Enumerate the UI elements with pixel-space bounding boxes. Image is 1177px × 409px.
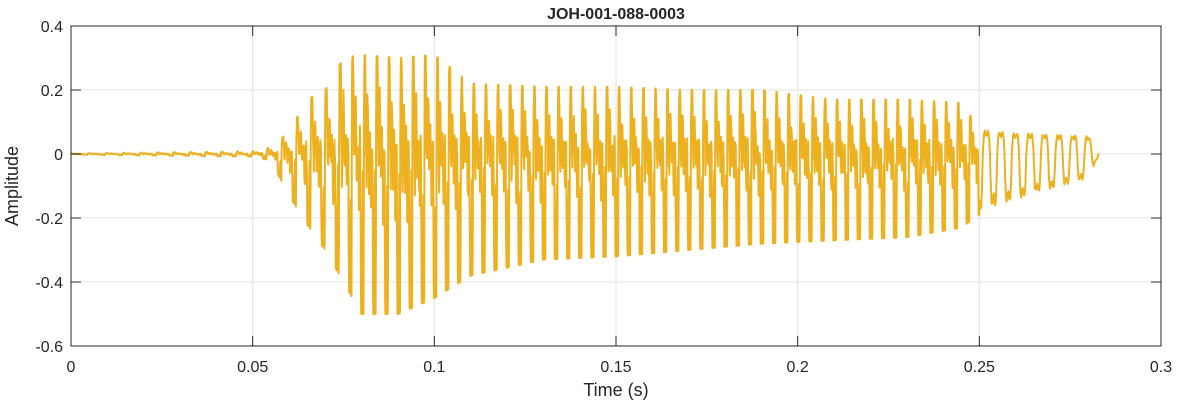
chart-title: JOH-001-088-0003 bbox=[547, 6, 685, 23]
x-tick-label: 0.3 bbox=[1150, 359, 1172, 376]
y-tick-label: -0.4 bbox=[35, 275, 63, 292]
ticks: 0 0.05 0.1 0.15 0.2 0.25 0.3 0.4 0.2 0 -0.2 -0.4 -0.… bbox=[35, 19, 1172, 376]
x-tick-label: 0 bbox=[67, 359, 76, 376]
y-tick-label: -0.6 bbox=[35, 339, 63, 356]
x-tick-label: 0.1 bbox=[423, 359, 445, 376]
waveform-line bbox=[70, 54, 1100, 315]
grid bbox=[70, 25, 1162, 347]
y-tick-label: 0.2 bbox=[41, 83, 63, 100]
y-tick-label: 0.4 bbox=[41, 19, 63, 36]
x-axis-label: Time (s) bbox=[583, 380, 648, 400]
x-tick-label: 0.15 bbox=[600, 359, 631, 376]
series-layer bbox=[70, 54, 1100, 315]
x-tick-label: 0.25 bbox=[964, 359, 995, 376]
x-tick-label: 0.05 bbox=[237, 359, 268, 376]
y-tick-label: -0.2 bbox=[35, 211, 63, 228]
x-tick-label: 0.2 bbox=[787, 359, 809, 376]
y-tick-label: 0 bbox=[54, 147, 63, 164]
y-axis-label: Amplitude bbox=[2, 146, 22, 226]
